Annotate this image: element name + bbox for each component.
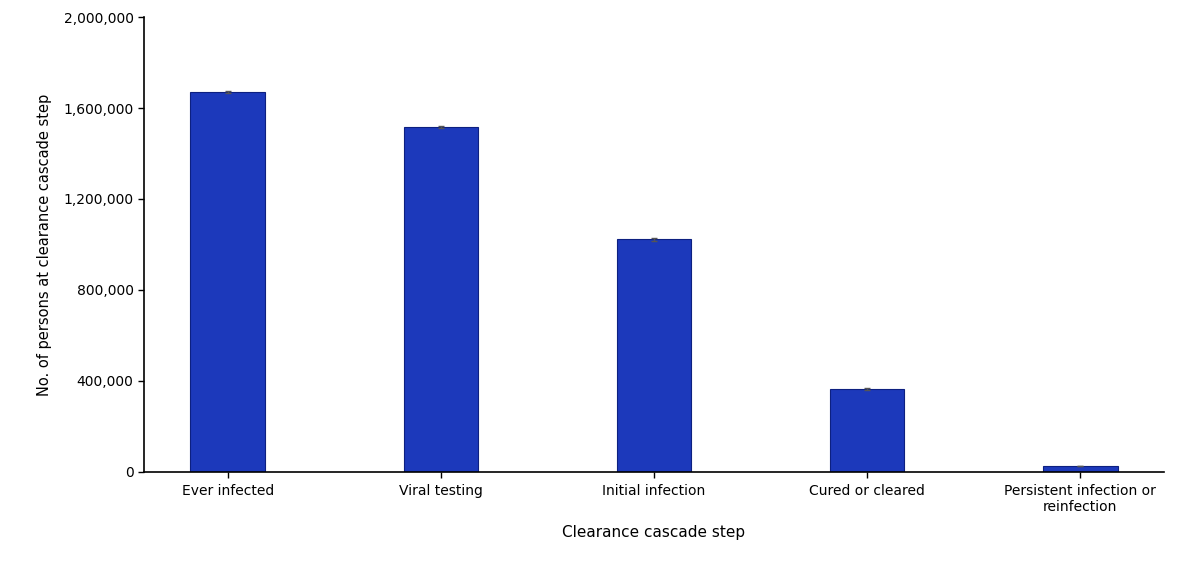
Bar (617, 239, 691, 472)
Bar (191, 92, 265, 471)
Bar (1043, 466, 1117, 472)
X-axis label: Clearance cascade step: Clearance cascade step (563, 526, 745, 540)
Y-axis label: No. of persons at clearance cascade step: No. of persons at clearance cascade step (37, 93, 53, 396)
Bar (830, 389, 905, 472)
Bar (403, 126, 478, 472)
